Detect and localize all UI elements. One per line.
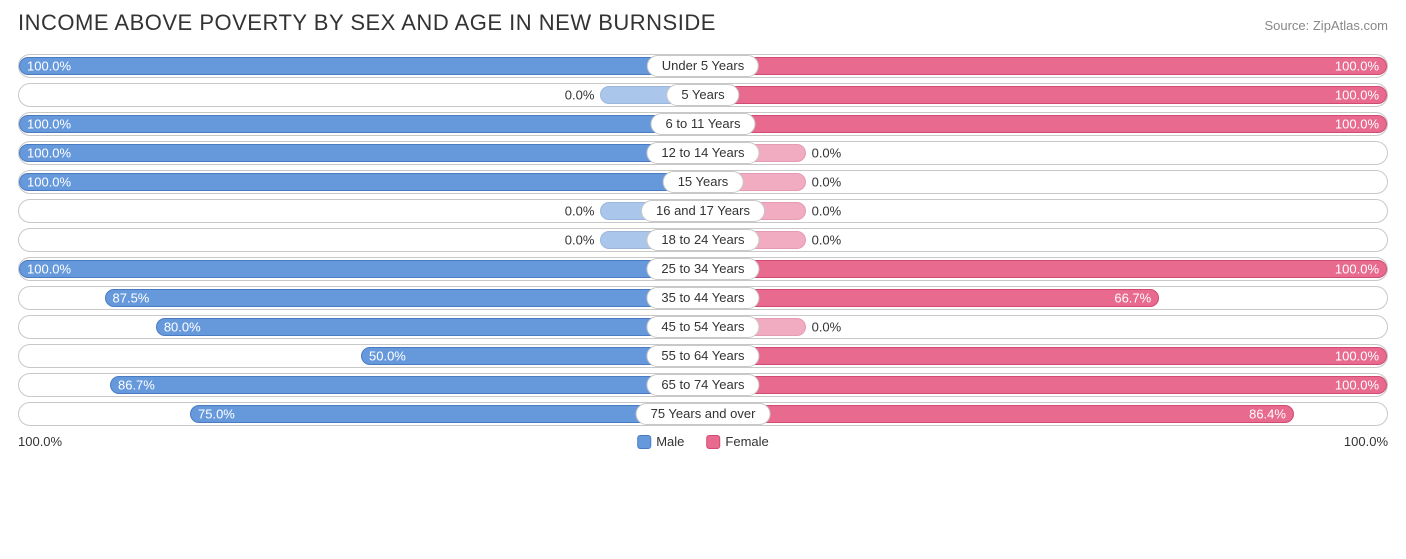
legend-male: Male <box>637 434 684 449</box>
female-bar <box>706 405 1294 423</box>
female-value-label: 100.0% <box>1335 262 1379 277</box>
male-value-label: 80.0% <box>164 320 201 335</box>
chart-title: INCOME ABOVE POVERTY BY SEX AND AGE IN N… <box>18 10 716 36</box>
chart-row: 100.0% 100.0% 25 to 34 Years <box>18 257 1388 281</box>
chart-rows: 100.0% 100.0% Under 5 Years 0.0% 100.0% 5 Yea… <box>18 54 1388 426</box>
male-bar <box>19 173 700 191</box>
male-value-label: 0.0% <box>565 204 595 219</box>
chart-container: INCOME ABOVE POVERTY BY SEX AND AGE IN N… <box>0 0 1406 559</box>
legend-female-label: Female <box>725 434 768 449</box>
chart-row: 100.0% 0.0% 15 Years <box>18 170 1388 194</box>
female-value-label: 0.0% <box>812 175 842 190</box>
chart-row: 87.5% 66.7% 35 to 44 Years <box>18 286 1388 310</box>
category-label: 12 to 14 Years <box>646 142 759 164</box>
female-value-label: 100.0% <box>1335 88 1379 103</box>
source-label: Source: ZipAtlas.com <box>1264 18 1388 33</box>
female-value-label: 100.0% <box>1335 117 1379 132</box>
category-label: 55 to 64 Years <box>646 345 759 367</box>
male-value-label: 86.7% <box>118 378 155 393</box>
female-value-label: 100.0% <box>1335 59 1379 74</box>
male-bar <box>19 144 700 162</box>
female-bar <box>706 376 1387 394</box>
chart-row: 50.0% 100.0% 55 to 64 Years <box>18 344 1388 368</box>
category-label: Under 5 Years <box>647 55 759 77</box>
category-label: 35 to 44 Years <box>646 287 759 309</box>
chart-row: 0.0% 0.0% 16 and 17 Years <box>18 199 1388 223</box>
category-label: 16 and 17 Years <box>641 200 765 222</box>
male-value-label: 75.0% <box>198 407 235 422</box>
chart-row: 100.0% 100.0% Under 5 Years <box>18 54 1388 78</box>
chart-row: 100.0% 100.0% 6 to 11 Years <box>18 112 1388 136</box>
category-label: 18 to 24 Years <box>646 229 759 251</box>
legend-male-label: Male <box>656 434 684 449</box>
male-value-label: 50.0% <box>369 349 406 364</box>
female-value-label: 66.7% <box>1114 291 1151 306</box>
category-label: 15 Years <box>663 171 744 193</box>
category-label: 45 to 54 Years <box>646 316 759 338</box>
category-label: 75 Years and over <box>636 403 771 425</box>
chart-row: 0.0% 100.0% 5 Years <box>18 83 1388 107</box>
female-bar <box>706 115 1387 133</box>
male-value-label: 100.0% <box>27 146 71 161</box>
legend-female: Female <box>706 434 768 449</box>
chart-row: 86.7% 100.0% 65 to 74 Years <box>18 373 1388 397</box>
chart-row: 75.0% 86.4% 75 Years and over <box>18 402 1388 426</box>
female-bar <box>706 347 1387 365</box>
legend: Male Female <box>637 434 769 449</box>
male-bar <box>156 318 700 336</box>
female-value-label: 100.0% <box>1335 378 1379 393</box>
chart-row: 0.0% 0.0% 18 to 24 Years <box>18 228 1388 252</box>
male-value-label: 100.0% <box>27 175 71 190</box>
male-bar <box>190 405 700 423</box>
male-swatch-icon <box>637 435 651 449</box>
header: INCOME ABOVE POVERTY BY SEX AND AGE IN N… <box>18 10 1388 36</box>
axis-left-label: 100.0% <box>18 434 62 449</box>
category-label: 6 to 11 Years <box>651 113 756 135</box>
female-value-label: 86.4% <box>1249 407 1286 422</box>
male-bar <box>110 376 700 394</box>
footer: 100.0% 100.0% Male Female <box>18 434 1388 464</box>
female-bar <box>706 86 1387 104</box>
male-bar <box>19 260 700 278</box>
chart-row: 80.0% 0.0% 45 to 54 Years <box>18 315 1388 339</box>
male-value-label: 100.0% <box>27 117 71 132</box>
male-value-label: 87.5% <box>113 291 150 306</box>
female-bar <box>706 260 1387 278</box>
male-value-label: 100.0% <box>27 59 71 74</box>
female-swatch-icon <box>706 435 720 449</box>
male-value-label: 0.0% <box>565 88 595 103</box>
female-value-label: 0.0% <box>812 320 842 335</box>
female-bar <box>706 289 1159 307</box>
category-label: 65 to 74 Years <box>646 374 759 396</box>
female-value-label: 0.0% <box>812 146 842 161</box>
category-label: 25 to 34 Years <box>646 258 759 280</box>
female-value-label: 100.0% <box>1335 349 1379 364</box>
male-value-label: 0.0% <box>565 233 595 248</box>
male-bar <box>19 115 700 133</box>
axis-right-label: 100.0% <box>1344 434 1388 449</box>
female-bar <box>706 57 1387 75</box>
category-label: 5 Years <box>666 84 739 106</box>
chart-row: 100.0% 0.0% 12 to 14 Years <box>18 141 1388 165</box>
female-value-label: 0.0% <box>812 204 842 219</box>
male-bar <box>19 57 700 75</box>
male-bar <box>105 289 701 307</box>
female-value-label: 0.0% <box>812 233 842 248</box>
male-value-label: 100.0% <box>27 262 71 277</box>
